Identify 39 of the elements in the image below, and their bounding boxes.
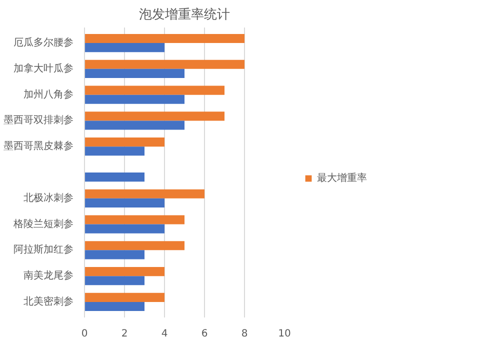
y-tick-label: 加拿大叶瓜参 [14,62,74,74]
bar [84,112,224,121]
bar [84,172,144,182]
x-tick-label: 8 [241,328,248,340]
bar [84,86,224,95]
bar [84,276,144,286]
bar [84,292,164,302]
bar [84,68,184,78]
y-tick-label: 加州八角参 [24,88,74,100]
bar [84,189,204,198]
x-tick-label: 2 [121,328,128,340]
bar [84,215,184,224]
x-tick-label: 6 [201,328,208,340]
bar [84,250,144,260]
y-tick-label: 阿拉斯加红参 [14,244,74,256]
bar [84,146,144,156]
bar [84,241,184,250]
bar [84,120,184,130]
y-tick-label: 北极冰刺参 [24,192,74,204]
bar [84,34,244,44]
bar [84,43,164,52]
x-tick-label: 0 [81,328,88,340]
bar [84,94,184,104]
legend-label: 最大增重率 [317,172,367,184]
bar [84,267,164,276]
y-tick-label: 北美密刺参 [24,295,74,308]
y-tick-label: 墨西哥双排刺参 [4,114,74,126]
y-tick-label: 厄瓜多尔腰参 [14,36,74,49]
bar [84,224,164,234]
y-tick-label: 南美龙尾参 [24,270,74,282]
bar [84,60,244,69]
bar [84,198,164,208]
chart-title: 泡发增重率统计 [139,6,230,22]
y-tick-label: 格陵兰短刺参 [12,218,74,230]
x-tick-label: 10 [278,328,291,340]
x-tick-label: 4 [161,328,168,340]
y-tick-label: 墨西哥黑皮棘参 [4,140,74,152]
bar [84,138,164,147]
bar [84,302,144,312]
